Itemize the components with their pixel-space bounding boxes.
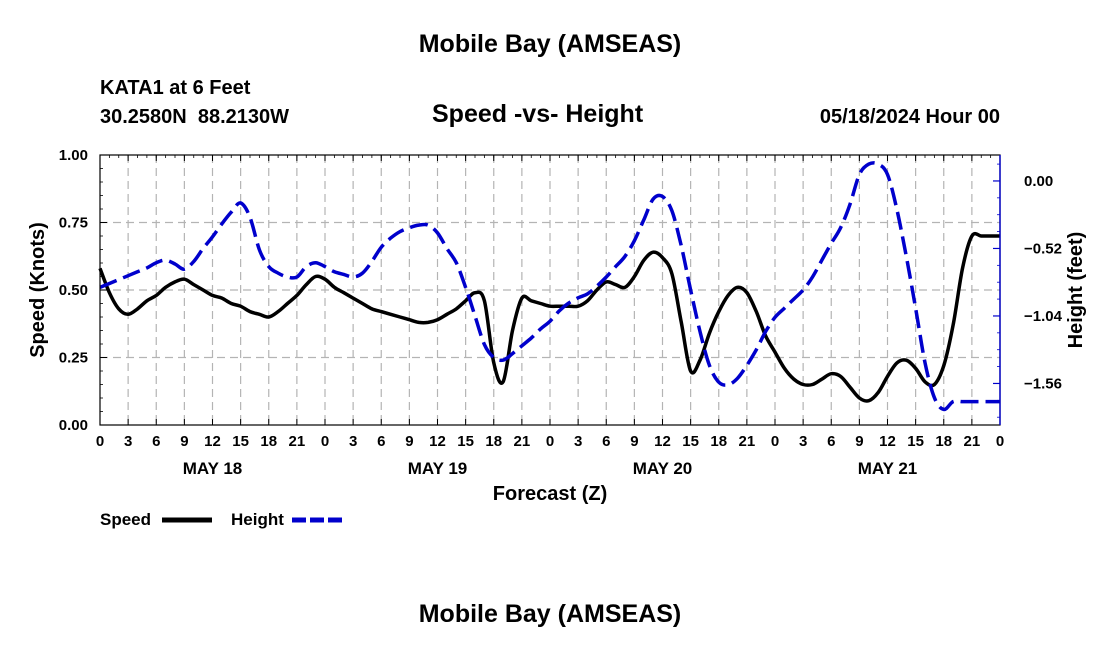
x-tick-label: 9 bbox=[405, 433, 413, 450]
y-tick-label: 0.00 bbox=[59, 417, 88, 434]
x-tick-label: 3 bbox=[574, 433, 582, 450]
axes: 0 3 6 9 12 15 18 21 0 3 6 9 12 15 18 21 0 3 6 9 12 15 18 21 0 3 6 9… bbox=[59, 147, 1063, 478]
x-tick-label: 12 bbox=[879, 433, 896, 450]
y-tick-label: 0.50 bbox=[59, 282, 88, 299]
day-label: MAY 20 bbox=[633, 459, 693, 478]
x-tick-label: 3 bbox=[799, 433, 807, 450]
x-tick-label: 6 bbox=[377, 433, 385, 450]
x-tick-label: 18 bbox=[935, 433, 952, 450]
x-tick-label: 18 bbox=[260, 433, 277, 450]
legend-speed-label: Speed bbox=[100, 510, 151, 529]
x-tick-label: 6 bbox=[602, 433, 610, 450]
timestamp-label: 05/18/2024 Hour 00 bbox=[819, 106, 1000, 128]
x-tick-label: 9 bbox=[855, 433, 863, 450]
x-tick-label: 21 bbox=[514, 433, 531, 450]
legend-height-label: Height bbox=[231, 510, 284, 529]
x-tick-label: 18 bbox=[710, 433, 727, 450]
x-tick-label: 18 bbox=[485, 433, 502, 450]
y2-tick-label: −1.04 bbox=[1024, 308, 1063, 325]
station-label: KATA1 at 6 Feet bbox=[100, 77, 251, 99]
legend: Speed Height bbox=[100, 510, 342, 529]
x-tick-label: 12 bbox=[204, 433, 221, 450]
day-label: MAY 21 bbox=[858, 459, 918, 478]
x-tick-label: 15 bbox=[682, 433, 699, 450]
day-label: MAY 18 bbox=[183, 459, 243, 478]
y2-tick-label: 0.00 bbox=[1024, 173, 1053, 190]
series-layer bbox=[98, 161, 1000, 412]
y-tick-label: 0.25 bbox=[59, 350, 88, 367]
y-tick-label: 0.75 bbox=[59, 215, 88, 232]
x-tick-label: 3 bbox=[349, 433, 357, 450]
x-tick-label: 21 bbox=[289, 433, 306, 450]
x-tick-label: 12 bbox=[429, 433, 446, 450]
x-axis-label: Forecast (Z) bbox=[493, 483, 607, 505]
grid bbox=[100, 155, 1000, 425]
x-tick-label: 6 bbox=[152, 433, 160, 450]
y-tick-label: 1.00 bbox=[59, 147, 88, 164]
y2-tick-label: −1.56 bbox=[1024, 375, 1062, 392]
x-tick-label: 21 bbox=[739, 433, 756, 450]
chart-title: Mobile Bay (AMSEAS) bbox=[418, 30, 682, 58]
x-tick-label: 15 bbox=[457, 433, 474, 450]
series-line-height bbox=[99, 161, 1000, 412]
x-tick-label: 15 bbox=[232, 433, 249, 450]
x-tick-label: 0 bbox=[96, 433, 104, 450]
y2-axis-label: Height (feet) bbox=[1065, 232, 1087, 349]
footer-title: Mobile Bay (AMSEAS) bbox=[418, 600, 682, 628]
x-tick-label: 21 bbox=[964, 433, 981, 450]
x-tick-label: 0 bbox=[996, 433, 1004, 450]
x-tick-label: 9 bbox=[180, 433, 188, 450]
series-line-speed bbox=[98, 231, 1000, 403]
x-tick-label: 6 bbox=[827, 433, 835, 450]
x-tick-label: 0 bbox=[546, 433, 554, 450]
y2-tick-label: −0.52 bbox=[1024, 240, 1062, 257]
x-tick-label: 15 bbox=[907, 433, 924, 450]
x-tick-label: 9 bbox=[630, 433, 638, 450]
coordinates-label: 30.2580N 88.2130W bbox=[100, 106, 290, 128]
day-label: MAY 19 bbox=[408, 459, 468, 478]
chart-subtitle: Speed -vs- Height bbox=[432, 100, 644, 128]
x-tick-label: 0 bbox=[771, 433, 779, 450]
x-tick-label: 0 bbox=[321, 433, 329, 450]
y-axis-label: Speed (Knots) bbox=[27, 222, 49, 358]
x-tick-label: 3 bbox=[124, 433, 132, 450]
x-tick-label: 12 bbox=[654, 433, 671, 450]
